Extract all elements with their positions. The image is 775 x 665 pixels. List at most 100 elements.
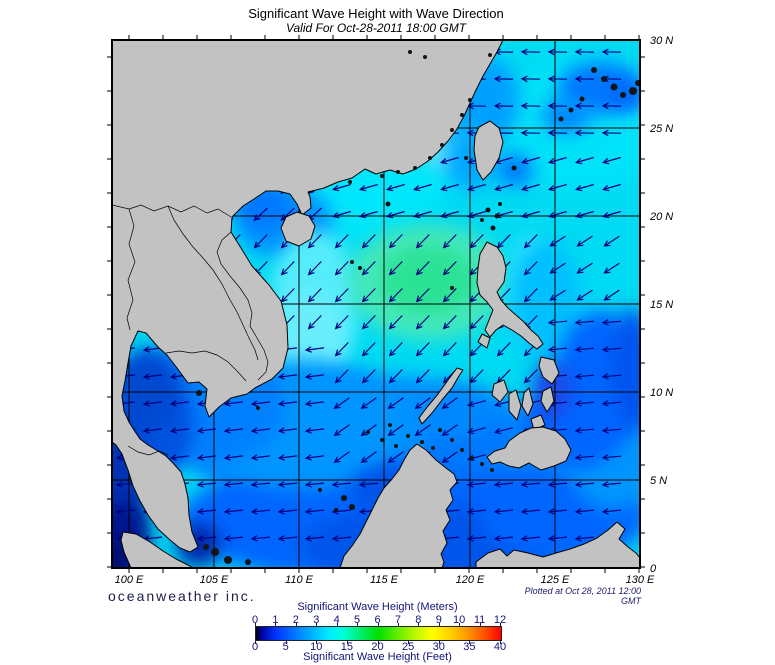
small-island [256,406,260,410]
colorbar-tick [397,623,399,626]
colorbar-tick [255,623,256,626]
small-island [591,67,597,73]
small-island [211,548,219,556]
land-mindoro [477,333,491,349]
meters-tick-label: 10 [453,614,466,626]
colorbar-tick [316,623,318,626]
meters-tick-label: 5 [354,614,361,626]
land-cebu [521,387,534,417]
lon-label: 125 E [541,574,570,586]
meters-tick-label: 2 [292,614,299,626]
page-subtitle: Valid For Oct-28-2011 18:00 GMT [285,21,467,35]
small-island [438,428,442,432]
colorbar-tick [500,641,501,644]
small-island [490,225,496,231]
small-island [350,260,354,264]
country-border [112,204,232,218]
colorbar-tick [346,641,348,644]
meters-tick-label: 11 [473,614,486,626]
meters-tick-label: 3 [313,614,320,626]
colorbar-tick [357,623,359,626]
small-island [413,166,417,170]
small-island [480,462,484,466]
land-taiwan [473,120,504,181]
meters-tick-label: 12 [493,614,507,626]
land-borneo [339,443,458,568]
page-title: Significant Wave Height with Wave Direct… [248,6,504,21]
small-island [349,504,355,510]
colorbar-tick [295,623,297,626]
country-border [216,231,269,381]
small-island [423,55,427,59]
colorbar-tick [500,623,501,626]
land-sulawesi [475,521,640,568]
colorbar-tick [469,641,471,644]
legend-feet-label: Significant Wave Height (Feet) [303,651,452,663]
small-island [245,559,251,565]
small-island [450,128,454,132]
colorbar-tick [438,623,440,626]
meters-tick-label: 9 [435,614,442,626]
small-island [629,87,637,95]
map-layers [112,40,640,568]
lon-label: 115 E [370,574,399,586]
land-bohol [530,414,546,431]
lat-label: 15 N [650,299,673,311]
small-island [408,50,412,54]
small-island [428,156,432,160]
small-island [480,218,484,222]
lon-label: 105 E [200,574,229,586]
small-island [610,83,618,91]
oceanweather-branding: oceanweather inc. [108,588,256,604]
small-island [385,201,391,207]
land-hainan [280,211,316,247]
small-island [440,143,444,147]
frame-ticks [107,35,645,573]
plotted-at-text: Plotted at Oct 28, 2011 12:00 GMT [524,586,641,606]
small-island [380,438,384,442]
wave-height-field [542,98,590,134]
lat-label: 20 N [649,211,673,223]
colorbar-tick [255,641,256,644]
feet-tick-label: 5 [282,641,289,653]
land-panay [491,379,509,403]
small-island [601,76,607,82]
lat-label: 30 N [650,35,673,47]
small-island [224,556,232,564]
meters-tick-label: 7 [394,614,401,626]
small-island [380,174,384,178]
meters-tick-label: 0 [251,614,259,626]
land-negros [508,389,522,421]
feet-tick-label: 35 [463,641,476,653]
lon-label: 100 E [115,574,144,586]
small-island [431,446,435,450]
meters-tick-label: 6 [374,614,381,626]
wave-height-colorbar [255,626,502,641]
small-island [498,202,502,206]
small-island [396,170,400,174]
land-sumatra [120,531,194,568]
feet-tick-label: 10 [310,641,323,653]
country-border [165,350,247,382]
small-island [460,113,464,117]
colorbar-tick [316,641,318,644]
wave-height-field [610,308,640,432]
small-island [579,96,585,102]
colorbar-tick [438,641,440,644]
small-island [196,390,202,396]
feet-tick-label: 40 [493,641,507,653]
land-leyte [540,386,555,413]
small-island [620,92,626,98]
lat-label: 25 N [649,123,673,135]
land-luzon [476,241,544,350]
feet-tick-label: 20 [371,641,384,653]
small-island [366,430,370,434]
small-island [358,266,362,270]
small-island [388,423,392,427]
feet-tick-label: 0 [251,641,259,653]
land-palawan [418,367,464,425]
feet-tick-label: 30 [432,641,445,653]
small-island [568,107,574,113]
meters-tick-label: 8 [415,614,422,626]
colorbar-tick [336,623,338,626]
